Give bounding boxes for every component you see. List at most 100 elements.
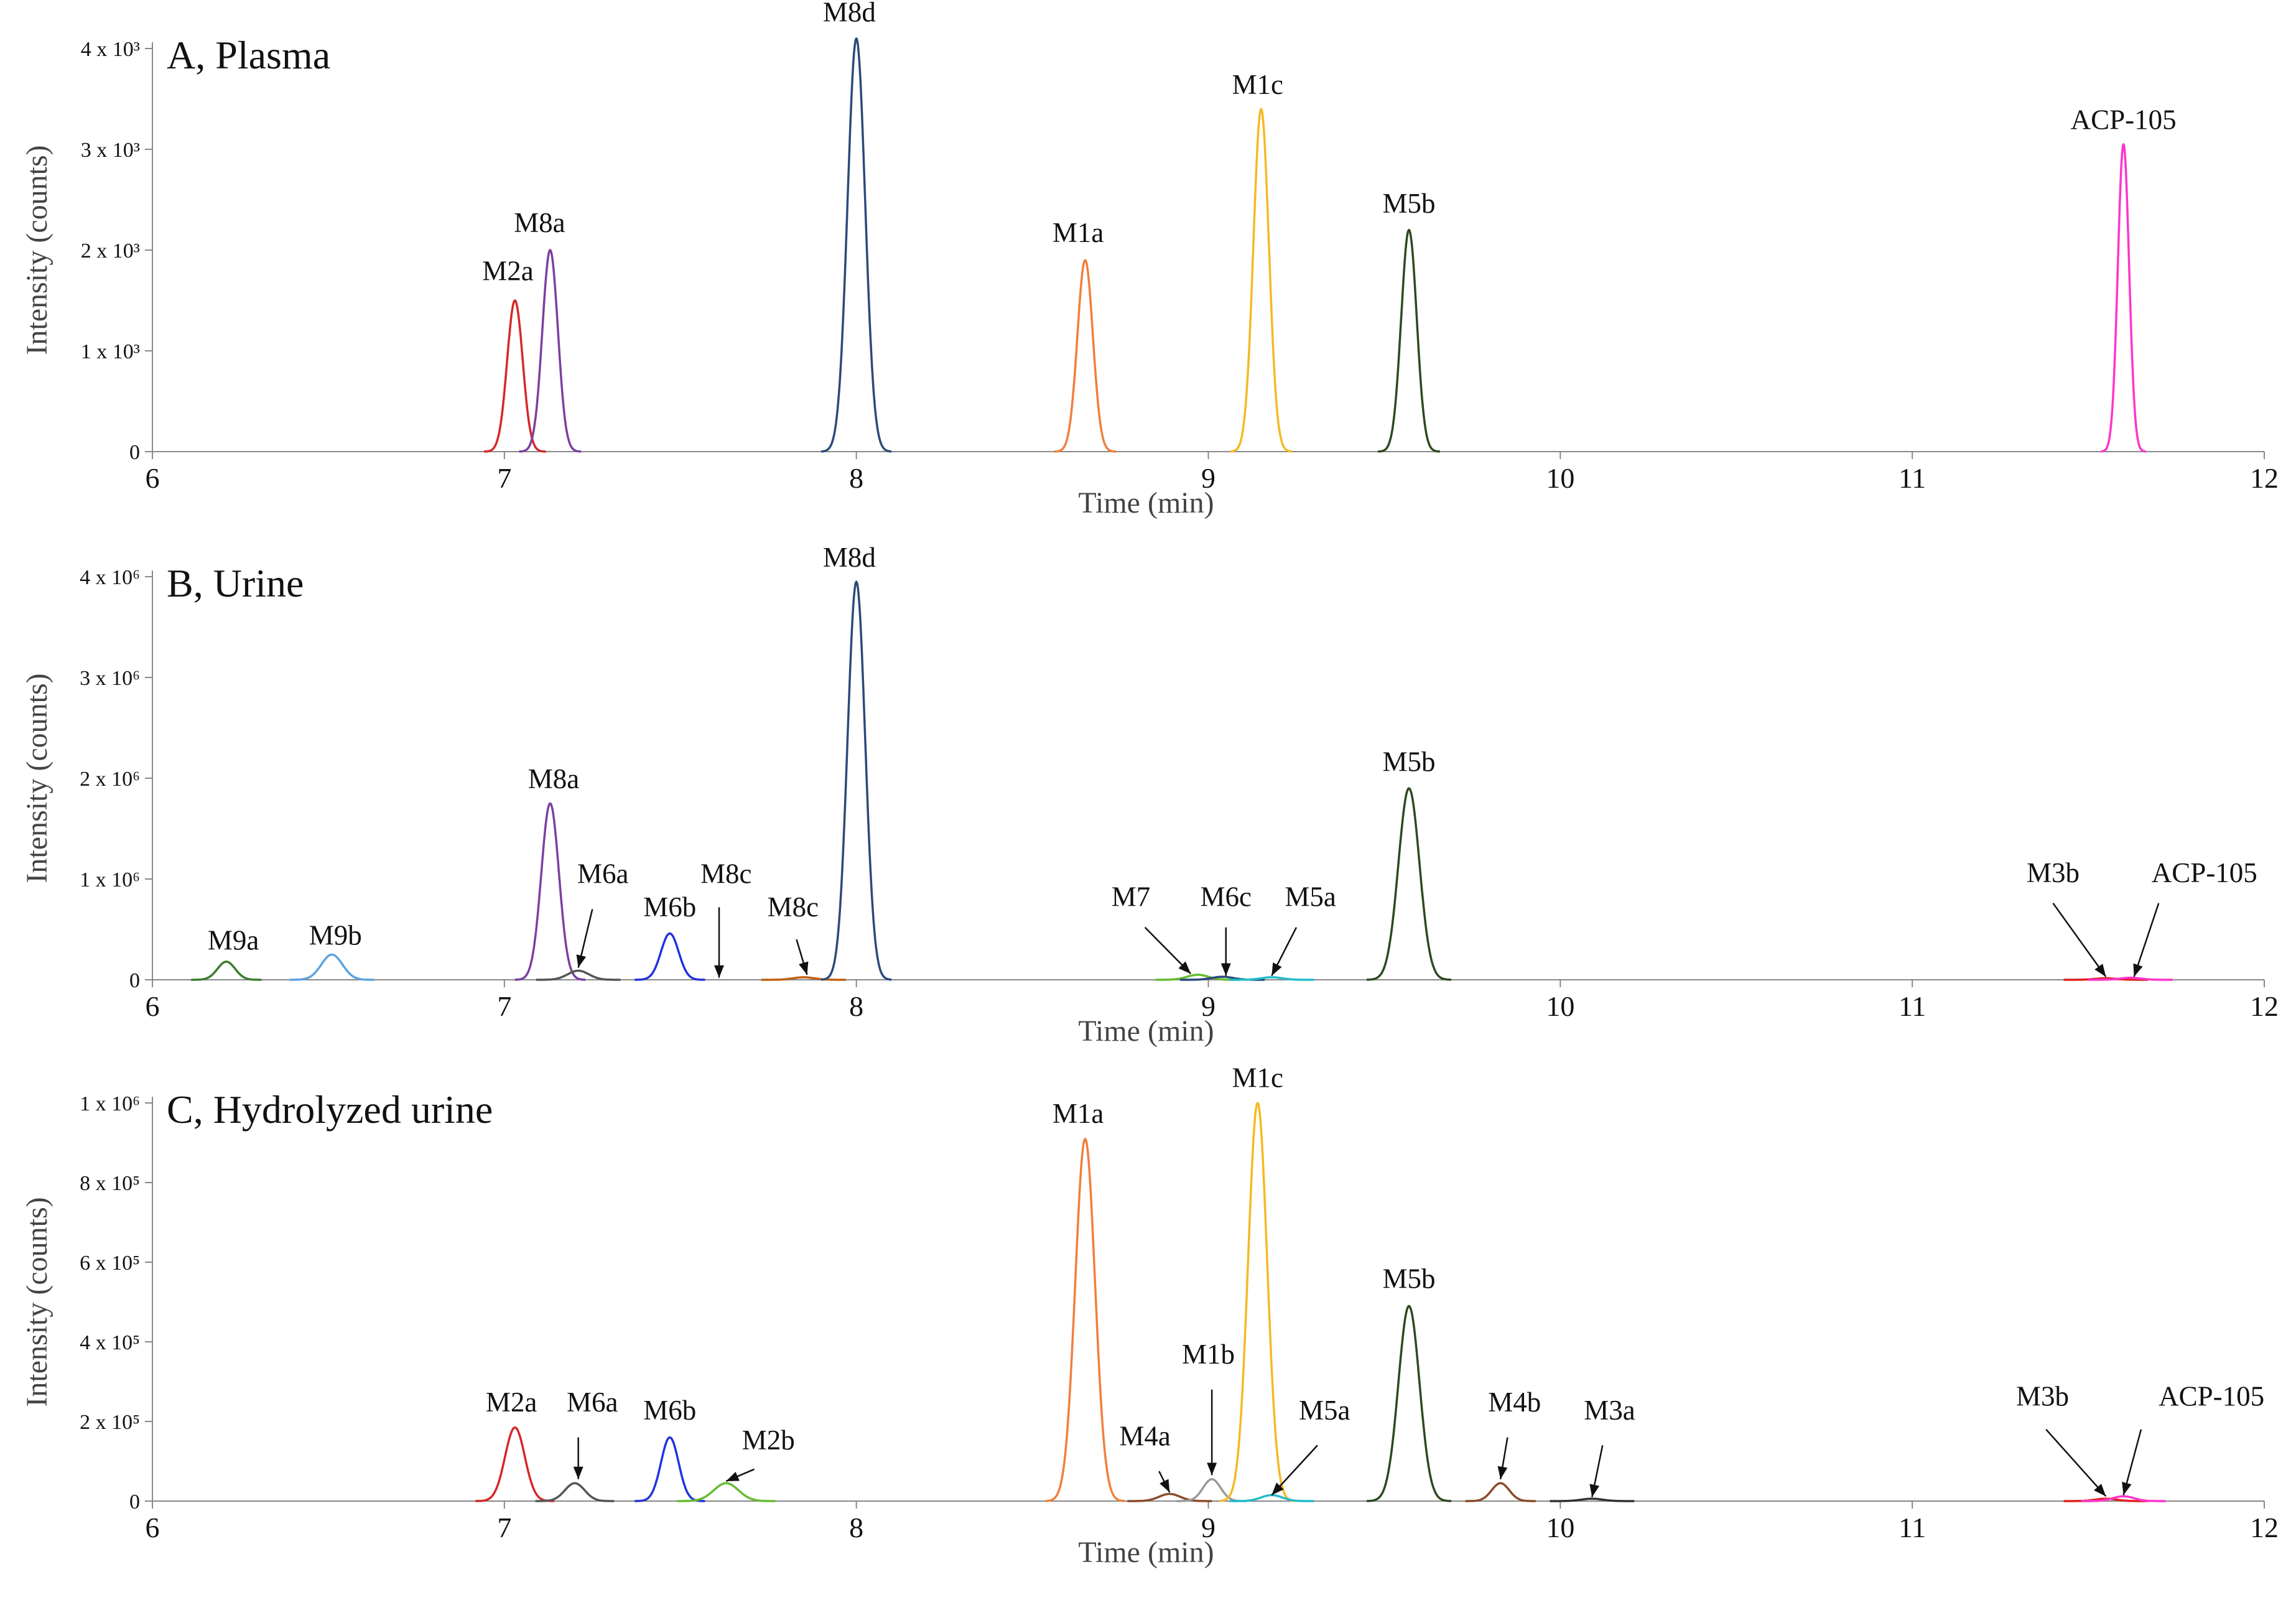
annotation-arrowhead [1178, 961, 1191, 974]
annotation-arrowhead [713, 965, 724, 978]
peak-label: M9b [309, 919, 362, 951]
peak-trace-acp-105 [2100, 143, 2147, 453]
annotation-arrowhead [1220, 963, 1231, 976]
x-tick-label: 9 [1201, 990, 1215, 1022]
annotation-arrowhead [1497, 1466, 1508, 1479]
x-tick-label: 12 [2250, 1512, 2279, 1543]
peak-label: M6b [643, 891, 696, 923]
x-tick-label: 10 [1546, 990, 1574, 1022]
y-tick-label: 3 x 10³ [81, 139, 140, 162]
peak-label: M6a [577, 858, 629, 889]
y-axis-title: Intensity (counts) [21, 1197, 53, 1407]
y-tick-label: 2 x 10³ [81, 240, 140, 263]
x-axis-title: Time (min) [1078, 486, 1214, 519]
peak-label: M5b [1383, 188, 1436, 219]
peak-label: M8d [823, 0, 876, 27]
annotation-arrowhead [799, 961, 809, 975]
peak-trace-m3a [1550, 1497, 1635, 1502]
y-tick-label: 6 x 10⁵ [80, 1252, 140, 1275]
peak-label: M8c [700, 858, 752, 889]
y-tick-label: 8 x 10⁵ [80, 1172, 140, 1195]
y-axis-title: Intensity (counts) [21, 145, 53, 355]
annotation-arrowhead [1271, 962, 1282, 976]
peak-trace-m2a [483, 299, 547, 453]
peak-label: M1a [1053, 1098, 1104, 1129]
annotation-arrowhead [2094, 1484, 2106, 1497]
peak-trace-m8a [514, 802, 586, 981]
peak-label: M1c [1232, 1062, 1283, 1093]
annotation-arrow-line [2133, 903, 2160, 977]
x-tick-label: 11 [1899, 990, 1926, 1022]
panel-a-plasma: 6 7 8 9 10 11 12 0 1 x 10³ 2 x 10³ 3 x 10³ 4 x 10³ T… [21, 0, 2279, 519]
peak-label: M8a [528, 763, 580, 794]
y-axis-title: Intensity (counts) [21, 673, 53, 883]
annotation-arrowhead [726, 1471, 740, 1481]
x-tick-label: 6 [146, 990, 160, 1022]
peak-label: M9a [208, 924, 259, 956]
peak-trace-m1b [1176, 1478, 1248, 1502]
x-tick-label: 7 [497, 462, 511, 494]
x-tick-label: 8 [849, 990, 863, 1022]
panel-title: C, Hydrolyzed urine [167, 1087, 493, 1132]
peak-label: M2a [482, 256, 534, 287]
peak-trace-m1a [1045, 1137, 1125, 1502]
peak-trace-m5b [1377, 228, 1441, 453]
x-tick-label: 8 [849, 1512, 863, 1543]
peak-trace-m4b [1465, 1482, 1536, 1502]
annotation-arrowhead [2122, 1482, 2132, 1495]
annotation-arrowhead [1207, 1463, 1217, 1476]
peak-label: M6c [1201, 881, 1252, 913]
peak-trace-m1c [1219, 1102, 1296, 1502]
peak-label: M3b [2027, 857, 2080, 888]
peak-label: M8c [768, 891, 819, 923]
y-tick-label: 1 x 10⁶ [80, 1092, 140, 1115]
peak-trace-m3b [2063, 977, 2149, 981]
peak-trace-m3b [2063, 1497, 2149, 1502]
x-axis-title: Time (min) [1078, 1015, 1214, 1048]
y-tick-label: 1 x 10⁶ [80, 868, 140, 891]
peak-label: M2b [742, 1425, 795, 1456]
panel-title: B, Urine [167, 561, 304, 605]
x-axis-title: Time (min) [1078, 1536, 1214, 1569]
panel-b-urine: 6 7 8 9 10 11 12 0 1 x 10⁶ 2 x 10⁶ 3 x 10⁶ 4 x 10⁶ T… [21, 542, 2279, 1048]
peak-trace-m5b [1366, 787, 1452, 981]
peak-trace-m5a [1229, 976, 1314, 981]
peak-trace-m9b [289, 953, 374, 981]
peak-trace-m9a [190, 960, 262, 981]
x-tick-label: 12 [2250, 990, 2279, 1022]
peak-trace-m1c [1229, 108, 1293, 453]
x-tick-label: 12 [2250, 462, 2279, 494]
peak-trace-m2b [677, 1482, 776, 1502]
annotation-arrow-line [2045, 1428, 2107, 1497]
peak-trace-m8a [518, 249, 582, 453]
y-tick-label: 4 x 10³ [81, 38, 140, 61]
peak-label: M5a [1285, 881, 1336, 913]
peak-label: M5a [1299, 1395, 1350, 1426]
y-tick-label: 0 [129, 441, 140, 464]
annotation-arrowhead [2094, 964, 2106, 977]
peak-trace-acp-105 [2088, 977, 2173, 981]
annotation-arrowhead [2133, 963, 2143, 977]
y-tick-label: 0 [129, 1491, 140, 1514]
x-tick-label: 9 [1201, 462, 1215, 494]
panel-c-hydrolyzed-urine: 6 7 8 9 10 11 12 0 2 x 10⁵ 4 x 10⁵ 6 x 10⁵ 8 x 10⁵ 1… [21, 1062, 2279, 1569]
x-tick-label: 6 [146, 462, 160, 494]
annotation-arrowhead [1589, 1484, 1600, 1497]
peak-label: ACP-105 [2152, 857, 2257, 888]
peak-label: ACP-105 [2071, 105, 2177, 136]
peak-label: M3b [2016, 1380, 2069, 1412]
x-tick-label: 6 [146, 1512, 160, 1543]
peak-label: M1c [1232, 69, 1283, 100]
peak-label: M5b [1383, 747, 1436, 778]
annotation-arrowhead [576, 954, 587, 968]
peak-trace-m7 [1155, 974, 1240, 981]
peak-label: M6b [643, 1395, 696, 1426]
annotation-arrowhead [1271, 1482, 1284, 1495]
peak-label: ACP-105 [2159, 1380, 2264, 1412]
y-tick-label: 4 x 10⁶ [80, 566, 140, 589]
peak-label: M4b [1488, 1387, 1541, 1418]
peak-label: M2a [486, 1387, 537, 1418]
peak-label: M6a [567, 1387, 618, 1418]
y-tick-label: 2 x 10⁵ [80, 1411, 140, 1434]
panel-title: A, Plasma [167, 33, 330, 77]
